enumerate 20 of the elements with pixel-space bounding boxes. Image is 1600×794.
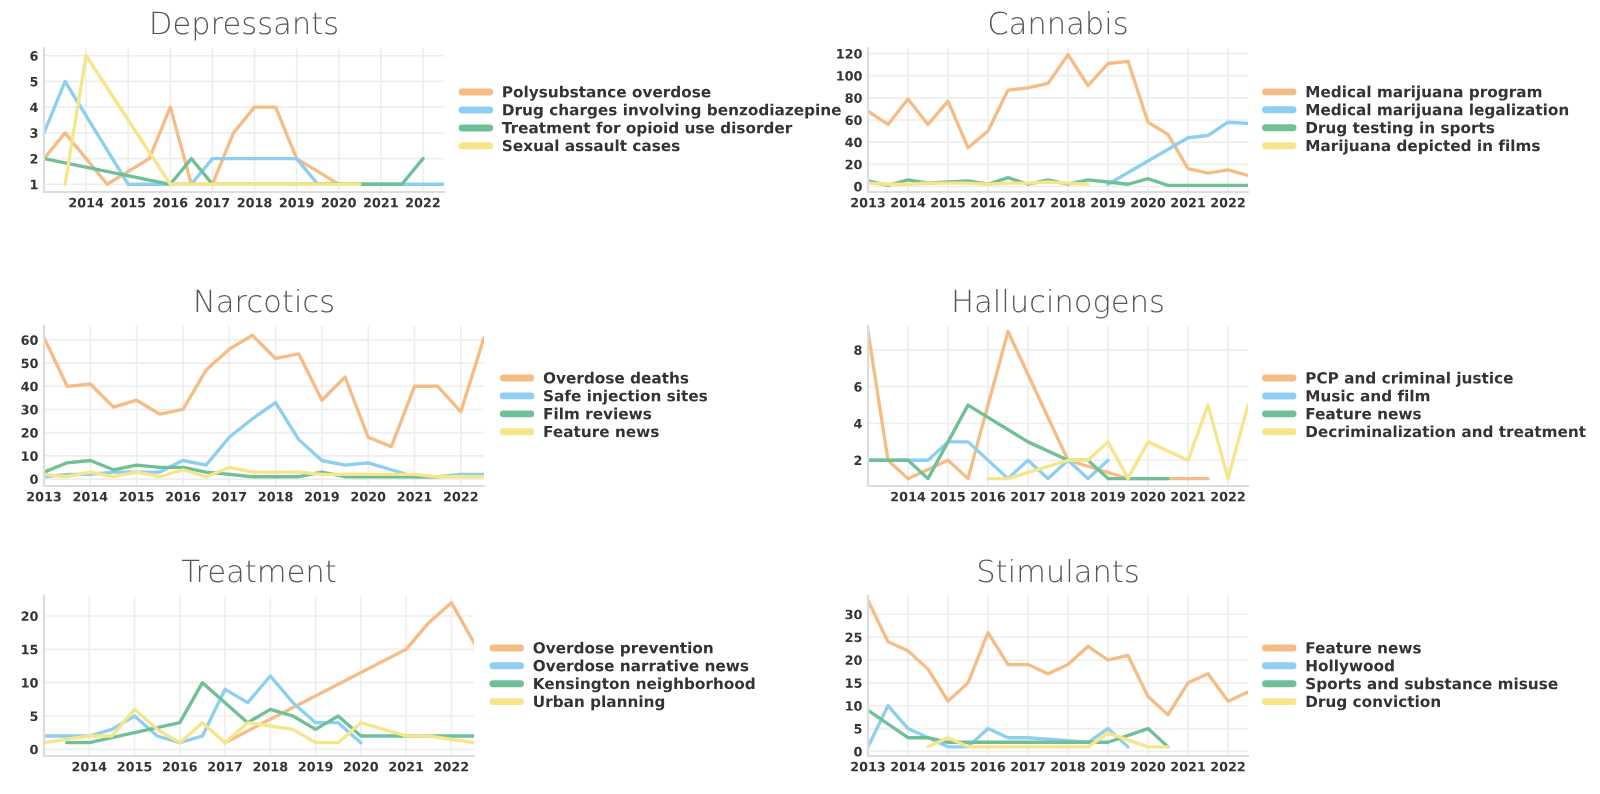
line-series: [868, 704, 1130, 749]
chart-title: Treatment: [181, 559, 336, 583]
line-series: [868, 52, 1248, 178]
line-series: [44, 333, 484, 449]
line-series: [44, 105, 341, 186]
chart-title: Narcotics: [196, 288, 333, 313]
line-series: [1106, 120, 1248, 186]
line-series: [44, 674, 363, 745]
line-series: [868, 708, 1170, 749]
line-series: [223, 601, 474, 745]
line-series: [868, 403, 1170, 481]
line-series: [64, 681, 474, 745]
line-series: [986, 403, 1248, 481]
chart-title: Depressants: [152, 11, 337, 41]
line-series: [868, 598, 1248, 717]
chart-title: Stimulants: [978, 558, 1138, 583]
chart-title: Hallucinogens: [954, 288, 1163, 319]
line-series: [44, 707, 474, 745]
chart-title: Cannabis: [989, 10, 1127, 35]
line-series: [44, 400, 484, 479]
